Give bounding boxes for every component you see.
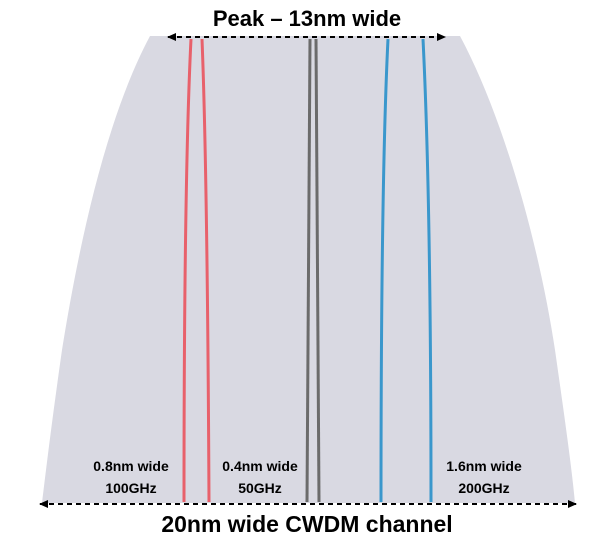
filter-50ghz-left-edge bbox=[305, 38, 312, 503]
channel-width-label: 20nm wide CWDM channel bbox=[161, 511, 452, 537]
peak-width-label: Peak – 13nm wide bbox=[213, 6, 401, 31]
filter-200ghz-freq-label: 200GHz bbox=[458, 480, 509, 496]
filter-50ghz-width-label: 0.4nm wide bbox=[222, 458, 298, 474]
filter-100ghz-left-edge bbox=[182, 38, 193, 503]
filter-200ghz-right-edge bbox=[421, 38, 433, 503]
filter-50ghz-freq-label: 50GHz bbox=[238, 480, 282, 496]
filter-50ghz-right-edge bbox=[314, 38, 321, 503]
filter-200ghz-left-edge bbox=[379, 38, 390, 503]
filter-100ghz-right-edge bbox=[200, 38, 211, 503]
filter-200ghz-width-label: 1.6nm wide bbox=[446, 458, 522, 474]
filter-100ghz-freq-label: 100GHz bbox=[105, 480, 156, 496]
filter-100ghz-width-label: 0.8nm wide bbox=[93, 458, 169, 474]
